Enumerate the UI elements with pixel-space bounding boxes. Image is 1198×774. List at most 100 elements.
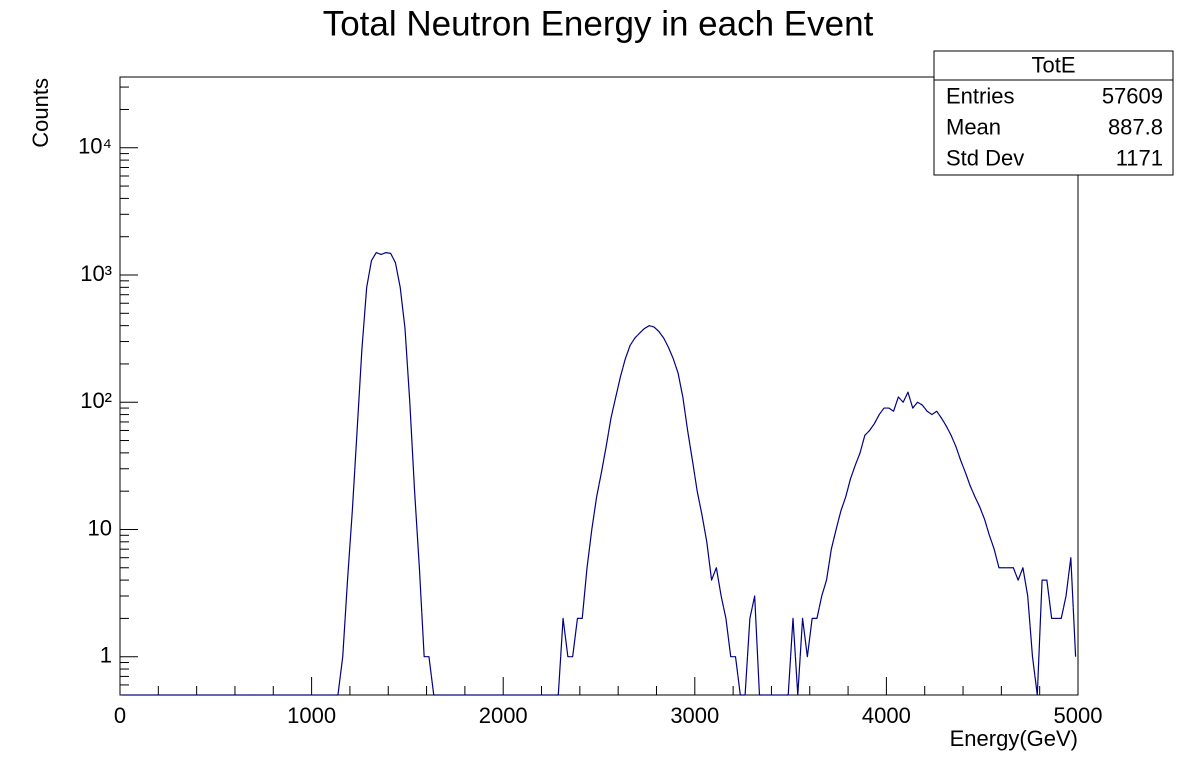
histogram-bin [656,328,662,336]
histogram-bin [603,432,610,460]
histogram-bin [718,581,725,608]
histogram-bin [699,502,705,529]
histogram-bin [722,607,729,638]
histogram-bin [570,637,576,658]
histogram-bin [919,403,926,409]
histogram-bin [1034,637,1041,696]
histogram-bin [751,595,758,646]
histogram-bin [785,656,792,696]
histogram-bin [733,656,739,676]
stats-value: 887.8 [1108,114,1163,139]
stats-label: Std Dev [946,145,1024,170]
stats-label: Entries [946,83,1014,108]
histogram-bin [818,587,825,608]
y-tick-label: 10² [80,388,112,413]
histogram-bin [378,252,384,256]
stats-label: Mean [946,114,1001,139]
histogram-bin [421,612,427,658]
histogram-bin [847,471,854,489]
histogram-bin [742,656,749,696]
histogram-bin [632,335,638,342]
x-tick-label: 3000 [670,703,719,728]
histogram-bin [670,352,677,366]
histogram-bin [430,675,437,696]
histogram-bin [794,656,801,696]
histogram-bin [1044,579,1050,600]
histogram-bin [411,446,418,530]
histogram-bin [622,351,629,368]
histogram-bin [799,617,806,657]
histogram-bin [952,440,959,454]
histogram-bin [358,318,365,390]
histogram-bin [1063,576,1070,608]
histogram-bin [828,539,835,565]
histogram-bin [665,342,672,354]
histogram-bin [684,413,691,446]
histogram-bin [900,396,907,403]
histogram-bin [890,403,897,412]
histogram-bin [972,491,978,503]
histogram-bin [924,407,930,414]
histogram-bin [560,617,567,657]
histogram-bin [406,365,413,447]
histogram-bin [967,479,974,492]
histogram-bin [943,421,950,431]
histogram-bin [914,401,921,406]
histogram-bin [823,564,830,589]
histogram-bin [881,407,887,412]
y-tick-label: 10³ [80,261,112,286]
histogram-bin [579,593,586,619]
histogram-bin [636,330,643,336]
histogram-bin [555,656,562,696]
x-tick-label: 4000 [862,703,911,728]
histogram-bin [694,475,701,504]
histogram-bin [861,432,868,445]
histogram-bin [981,513,988,528]
histogram-bin [651,325,657,330]
histogram-bin [713,567,720,582]
histogram-bin [564,637,571,658]
histogram-bin [349,470,356,546]
histogram-bin [383,252,389,255]
x-tick-label: 2000 [479,703,528,728]
histogram-bin [905,391,911,401]
stats-value: 1171 [1116,145,1163,170]
histogram-bin [388,252,394,259]
histogram-bin [1067,557,1074,608]
histogram-bin [857,443,864,460]
histogram-bin [876,410,883,420]
histogram-bin [962,466,969,480]
histogram-bin [986,527,993,543]
histogram-bin [1072,607,1077,657]
histogram-bin [1019,567,1026,582]
histogram-bin [995,558,1002,569]
histogram-bin [938,414,945,423]
histogram-bin [1015,573,1022,581]
histogram-bin [746,607,753,657]
histogram-bin [368,256,375,275]
histogram-bin [991,542,998,559]
histogram-bin [339,618,346,676]
histogram-bin [397,274,404,308]
histogram-bin [1058,607,1065,619]
histogram-bin [727,637,734,658]
histogram-bin [660,334,667,343]
histogram-bin [588,513,595,549]
histogram-bin [354,389,361,471]
histogram-bin [957,453,964,467]
x-axis-label: Energy(GeV) [950,726,1078,751]
histogram-bin [584,548,591,594]
plot-frame [119,76,1079,696]
histogram-bin [895,396,902,405]
histogram-bin [737,675,743,696]
histogram-bin [814,607,820,619]
histogram-bin [708,560,715,581]
histogram-bin [886,407,892,411]
histogram-bin [574,617,580,638]
histogram-bin [1029,626,1036,676]
x-tick-label: 5000 [1054,703,1103,728]
histogram-bin [833,520,840,540]
histogram-bin [871,418,878,428]
